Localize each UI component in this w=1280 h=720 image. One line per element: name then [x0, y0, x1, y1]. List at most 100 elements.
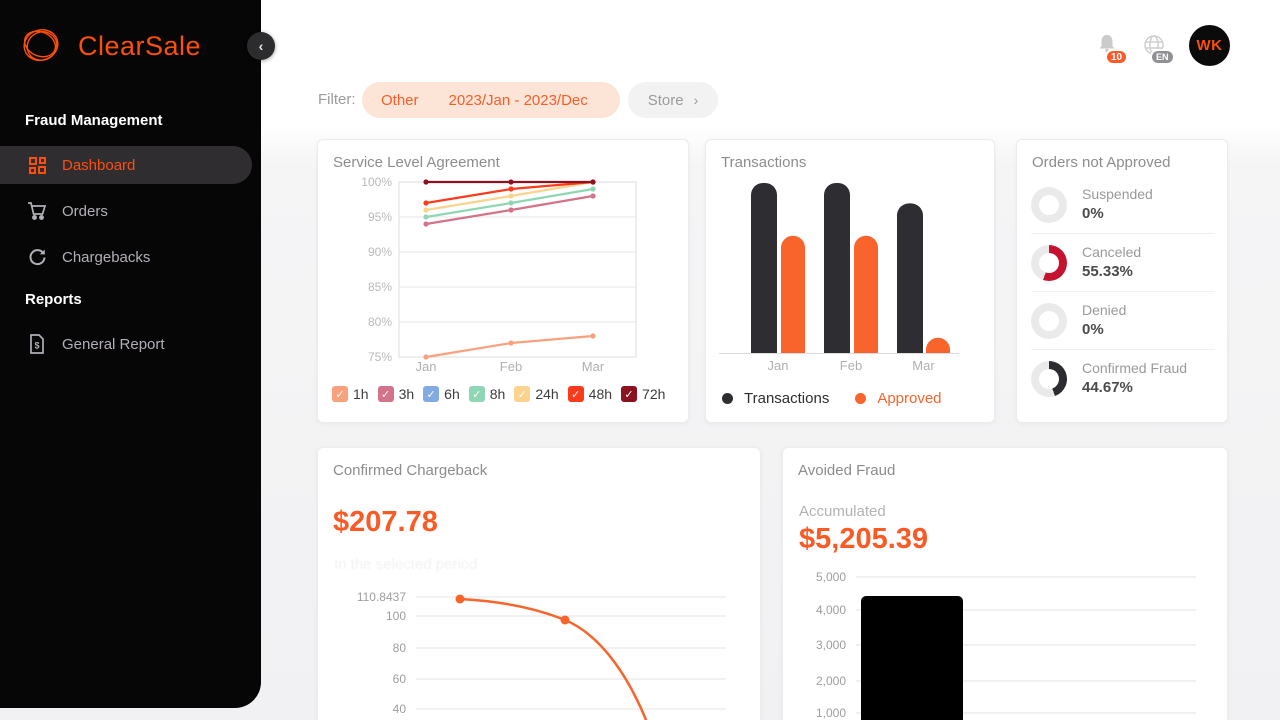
sidebar-item-label: Orders — [62, 202, 108, 220]
orders-not-approved-card: Orders not Approved Suspended 0% Canceled 5… — [1016, 139, 1228, 423]
svg-text:4,000: 4,000 — [816, 603, 846, 617]
legend-label: 3h — [398, 386, 415, 402]
sidebar: ClearSale Fraud Management Dashboard — [0, 0, 261, 708]
svg-text:85%: 85% — [368, 280, 392, 294]
filter-label: Filter: — [318, 91, 356, 108]
filter-type-value: Other — [381, 91, 419, 109]
checkbox-icon: ✓ — [514, 386, 531, 402]
checkbox-icon: ✓ — [377, 386, 394, 402]
sidebar-item-label: Chargebacks — [62, 248, 151, 266]
report-icon: $ — [27, 334, 47, 354]
status-value: 0% — [1082, 321, 1104, 338]
donut-chart — [1031, 360, 1067, 397]
sidebar-item-label: Dashboard — [62, 156, 136, 174]
checkbox-icon: ✓ — [468, 386, 485, 402]
svg-text:80: 80 — [393, 641, 407, 655]
svg-text:Feb: Feb — [840, 358, 862, 373]
legend-dot-icon — [855, 393, 867, 404]
legend-label: Transactions — [744, 390, 830, 407]
sidebar-item-dashboard[interactable]: Dashboard — [0, 146, 252, 184]
card-title: Service Level Agreement — [333, 154, 500, 171]
svg-text:2,000: 2,000 — [816, 674, 846, 688]
svg-text:100%: 100% — [361, 175, 392, 189]
legend-label: 24h — [535, 386, 559, 402]
legend-dot-icon — [722, 393, 733, 404]
status-label: Canceled — [1082, 244, 1142, 260]
avoided-fraud-bar-chart: 5,000 4,000 3,000 2,000 1,000 — [816, 570, 1196, 720]
confirmed-chargeback-card: Confirmed Chargeback $207.78 In the sele… — [317, 447, 761, 720]
card-title: Avoided Fraud — [798, 462, 896, 479]
legend-toggle-24h[interactable]: ✓ 24h — [514, 386, 559, 402]
legend-toggle-approved[interactable]: Approved — [855, 390, 942, 407]
legend-toggle-8h[interactable]: ✓ 8h — [468, 386, 506, 402]
orders-not-approved-row: Suspended 0% — [1031, 176, 1215, 233]
chargeback-amount: $207.78 — [333, 506, 438, 538]
status-label: Denied — [1082, 302, 1127, 318]
svg-text:60: 60 — [393, 672, 407, 686]
svg-text:95%: 95% — [368, 210, 392, 224]
orders-not-approved-row: Canceled 55.33% — [1031, 233, 1215, 291]
status-value: 0% — [1082, 205, 1104, 222]
cart-icon — [27, 201, 47, 221]
sla-line-chart: 100% 95% 90% 85% 80% 75% Jan Feb Mar — [361, 175, 637, 374]
sidebar-item-general-report[interactable]: $ General Report — [0, 325, 252, 363]
avoided-fraud-amount: $5,205.39 — [799, 523, 929, 555]
avatar[interactable]: WK — [1189, 25, 1230, 66]
dashboard-icon — [27, 155, 47, 175]
chargeback-line-chart: 110.8437 100 80 60 40 — [357, 590, 726, 720]
legend-toggle-transactions[interactable]: Transactions — [722, 390, 829, 407]
checkbox-icon: ✓ — [332, 386, 348, 402]
sidebar-section-fraud-management: Fraud Management — [25, 112, 163, 129]
legend-label: 8h — [489, 386, 506, 402]
legend-toggle-48h[interactable]: ✓ 48h — [567, 386, 613, 402]
legend-label: 48h — [588, 386, 613, 402]
sidebar-section-reports: Reports — [25, 291, 82, 308]
status-value: 55.33% — [1082, 263, 1133, 280]
chargeback-subtitle: In the selected period — [334, 556, 478, 573]
sla-legend: ✓ 1h ✓ 3h ✓ 6h ✓ 8h ✓ 24h ✓ 48h ✓ 72h — [332, 386, 665, 402]
svg-text:Mar: Mar — [912, 358, 935, 373]
chevron-right-icon: › — [693, 92, 699, 108]
logo: ClearSale — [18, 20, 201, 73]
legend-label: 1h — [353, 386, 369, 402]
svg-text:3,000: 3,000 — [816, 638, 846, 652]
legend-label: 6h — [444, 386, 460, 402]
filter-date-range: 2023/Jan - 2023/Dec — [448, 91, 588, 109]
svg-text:90%: 90% — [368, 245, 392, 259]
logo-text: ClearSale — [78, 31, 202, 61]
orders-not-approved-list: Suspended 0% Canceled 55.33% Denied 0% Confirm… — [1031, 176, 1215, 407]
sidebar-item-orders[interactable]: Orders — [0, 192, 252, 230]
svg-text:75%: 75% — [368, 350, 392, 364]
legend-toggle-3h[interactable]: ✓ 3h — [377, 386, 415, 402]
notifications-button[interactable]: 10 — [1095, 32, 1128, 66]
avoided-fraud-card: Avoided Fraud Accumulated $5,205.39 5,00… — [782, 447, 1228, 720]
card-title: Orders not Approved — [1032, 154, 1171, 171]
legend-toggle-1h[interactable]: ✓ 1h — [332, 386, 369, 402]
checkbox-icon: ✓ — [621, 386, 638, 402]
orders-not-approved-row: Confirmed Fraud 44.67% — [1031, 349, 1215, 407]
svg-text:1,000: 1,000 — [816, 706, 846, 720]
svg-text:Feb: Feb — [500, 359, 522, 374]
svg-text:5,000: 5,000 — [816, 570, 846, 584]
svg-text:110.8437: 110.8437 — [357, 590, 406, 604]
transactions-legend: Transactions Approved — [722, 390, 942, 407]
donut-chart — [1031, 244, 1067, 281]
svg-text:Mar: Mar — [582, 359, 605, 374]
notification-count-badge: 10 — [1105, 49, 1128, 65]
legend-toggle-6h[interactable]: ✓ 6h — [423, 386, 460, 402]
sidebar-collapse-button[interactable]: ‹ — [247, 32, 275, 60]
svg-text:$: $ — [34, 341, 39, 351]
legend-label: 72h — [642, 386, 666, 402]
sla-card: Service Level Agreement 100% 95% 90% 85% 80%… — [317, 139, 689, 423]
sidebar-item-chargebacks[interactable]: Chargebacks — [0, 238, 252, 276]
donut-chart — [1031, 302, 1067, 339]
store-filter-pill[interactable]: Store › — [628, 82, 718, 118]
transactions-bar-chart: Jan Feb Mar — [719, 183, 959, 373]
sidebar-item-label: General Report — [62, 335, 165, 353]
legend-label: Approved — [877, 390, 942, 407]
svg-text:Jan: Jan — [768, 358, 789, 373]
filter-pill[interactable]: Other 2023/Jan - 2023/Dec — [362, 82, 620, 118]
language-button[interactable]: EN — [1142, 33, 1175, 65]
legend-toggle-72h[interactable]: ✓ 72h — [621, 386, 665, 402]
svg-text:40: 40 — [393, 702, 407, 716]
